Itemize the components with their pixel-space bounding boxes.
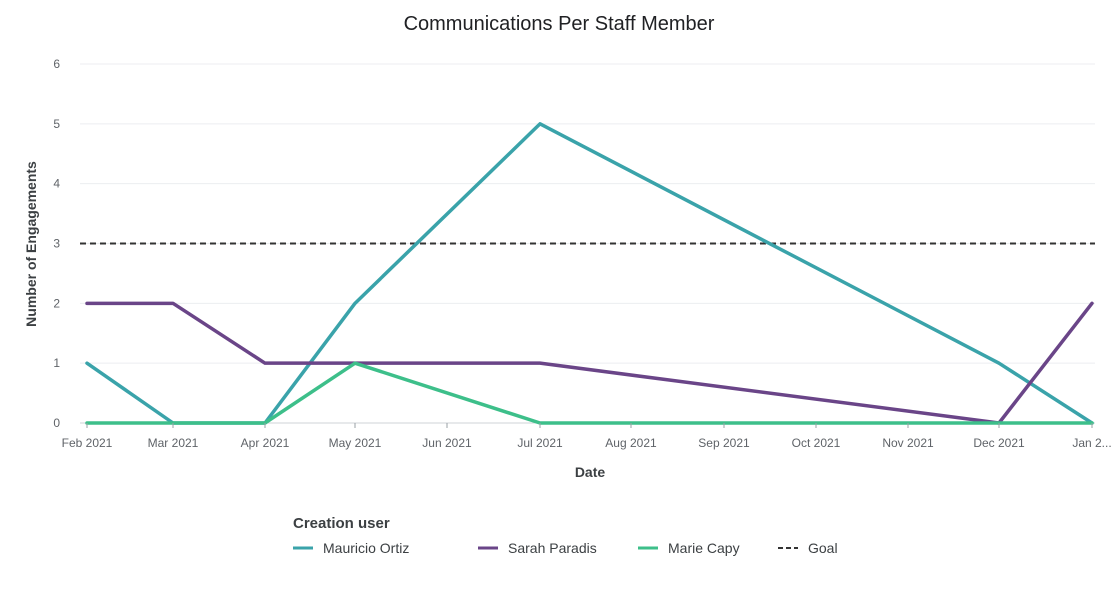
y-tick-label: 4 — [53, 177, 60, 191]
legend-label-goal: Goal — [808, 540, 838, 556]
y-tick-label: 6 — [53, 57, 60, 71]
x-tick-label: Oct 2021 — [792, 436, 841, 450]
x-tick-label: Jun 2021 — [422, 436, 472, 450]
legend-label-marie-capy: Marie Capy — [668, 540, 740, 556]
legend-label-sarah-paradis: Sarah Paradis — [508, 540, 597, 556]
x-axis-label: Date — [575, 464, 606, 480]
x-tick-label: Aug 2021 — [605, 436, 657, 450]
legend-title: Creation user — [293, 515, 390, 532]
y-axis-ticks: 0 1 2 3 4 5 6 — [53, 57, 60, 430]
series-line-sarah-paradis — [85, 301, 1094, 425]
legend: Mauricio Ortiz Sarah Paradis Marie Capy Goa… — [293, 540, 838, 556]
legend-label-mauricio-ortiz: Mauricio Ortiz — [323, 540, 409, 556]
x-tick-label: Mar 2021 — [148, 436, 199, 450]
y-tick-label: 2 — [53, 296, 60, 310]
x-tick-label: Dec 2021 — [973, 436, 1025, 450]
x-tick-label: Jan 2... — [1072, 436, 1111, 450]
x-axis-ticks: Feb 2021 Mar 2021 Apr 2021 May 2021 Jun 2021… — [62, 423, 1112, 450]
y-tick-label: 1 — [53, 356, 60, 370]
y-tick-label: 5 — [53, 117, 60, 131]
x-tick-label: May 2021 — [329, 436, 382, 450]
y-tick-label: 3 — [53, 237, 60, 251]
x-tick-label: Feb 2021 — [62, 436, 113, 450]
grid — [80, 63, 1095, 424]
x-tick-label: Apr 2021 — [241, 436, 290, 450]
x-tick-label: Jul 2021 — [517, 436, 563, 450]
chart-title: Communications Per Staff Member — [404, 13, 715, 35]
x-tick-label: Sep 2021 — [698, 436, 750, 450]
y-axis-label: Number of Engagements — [23, 161, 39, 327]
x-tick-label: Nov 2021 — [882, 436, 934, 450]
series-lines — [85, 122, 1094, 425]
series-line-mauricio-ortiz — [85, 122, 1094, 425]
y-tick-label: 0 — [53, 416, 60, 430]
